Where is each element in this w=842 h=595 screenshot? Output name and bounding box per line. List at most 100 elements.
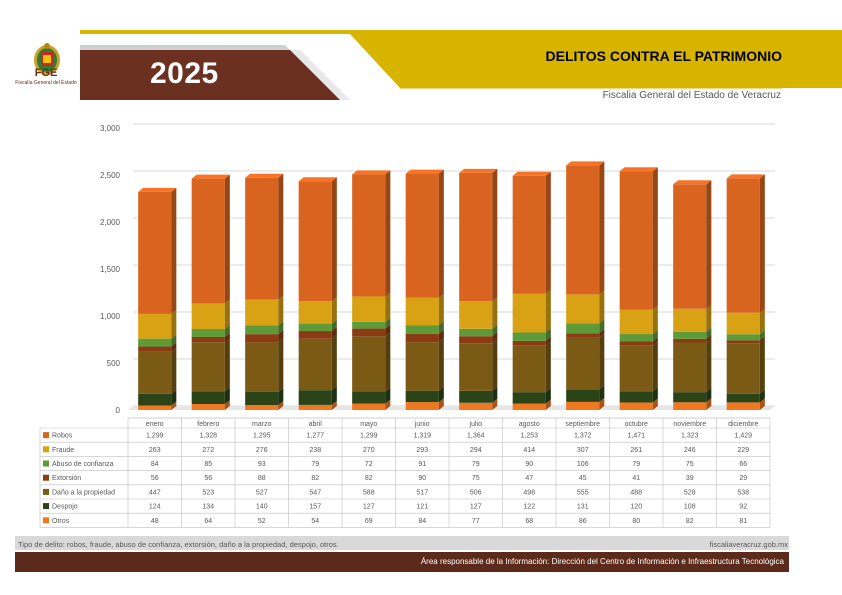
bar-segment <box>191 303 225 329</box>
data-label: 41 <box>632 475 640 482</box>
x-category-label: diciembre <box>728 421 758 428</box>
data-label: 120 <box>630 504 642 511</box>
bar-segment <box>191 342 225 392</box>
data-label: 517 <box>416 489 428 496</box>
data-label: 528 <box>684 489 696 496</box>
bar-side <box>492 398 498 410</box>
data-label: 1,429 <box>734 433 752 440</box>
bar-segment <box>512 340 546 346</box>
data-label: 1,253 <box>520 433 538 440</box>
data-label: 127 <box>363 504 375 511</box>
website-link[interactable]: fiscaliaveracruz.gob.mx <box>709 540 788 549</box>
bar-side <box>331 319 337 332</box>
bar-side <box>706 304 712 332</box>
page-title: DELITOS CONTRA EL PATRIMONIO <box>545 48 782 64</box>
bar-segment <box>726 178 760 313</box>
data-label: 106 <box>577 461 589 468</box>
bar-side <box>278 330 284 343</box>
x-category-label: mayo <box>360 421 377 428</box>
bar-segment <box>673 392 707 403</box>
bar-side <box>224 338 230 392</box>
data-label: 92 <box>739 504 747 511</box>
bar-side <box>759 398 765 410</box>
bar-side <box>385 387 391 404</box>
data-label: 68 <box>525 518 533 525</box>
bar-segment <box>726 334 760 341</box>
bar-side <box>171 389 177 406</box>
legend-swatch <box>43 446 49 453</box>
bar-segment <box>298 404 332 410</box>
logo-subtext: Fiscalía General del Estado <box>15 80 77 86</box>
bar-segment <box>726 340 760 344</box>
data-label: 272 <box>202 447 214 454</box>
legend-label: Daño a la propiedad <box>52 489 115 496</box>
bar-segment <box>298 301 332 324</box>
data-label: 45 <box>579 475 587 482</box>
bar-segment <box>352 403 386 410</box>
data-label: 261 <box>630 447 642 454</box>
data-label: 498 <box>523 489 535 496</box>
bar-segment <box>566 389 600 402</box>
bar-side <box>224 387 230 404</box>
data-label: 270 <box>363 447 375 454</box>
bar-side <box>706 327 712 339</box>
data-label: 127 <box>470 504 482 511</box>
bar-side <box>171 401 177 410</box>
data-label: 80 <box>632 518 640 525</box>
chart-floor <box>128 406 775 410</box>
data-label: 84 <box>151 461 159 468</box>
bar-side <box>171 342 177 352</box>
bar-segment <box>512 293 546 333</box>
bar-side <box>599 385 605 402</box>
bar-top <box>191 174 230 179</box>
data-label: 124 <box>149 504 161 511</box>
header-bands <box>80 30 842 100</box>
bar-segment <box>459 336 493 344</box>
responsible-area: Área responsable de la Información: Dire… <box>420 557 784 566</box>
bar-segment <box>352 321 386 329</box>
bar-side <box>652 398 658 410</box>
bar-segment <box>459 301 493 329</box>
bar-segment <box>619 171 653 310</box>
bar-segment <box>566 401 600 410</box>
bar-segment <box>512 345 546 393</box>
data-label: 39 <box>686 475 694 482</box>
data-label: 82 <box>686 518 694 525</box>
data-label: 52 <box>258 518 266 525</box>
x-category-label: enero <box>146 421 164 428</box>
bar-segment <box>191 178 225 304</box>
bar-side <box>278 295 284 326</box>
data-label: 84 <box>418 518 426 525</box>
bar-segment <box>566 165 600 295</box>
bar-segment <box>298 390 332 405</box>
bar-segment <box>138 191 172 314</box>
bar-side <box>706 180 712 309</box>
data-label: 56 <box>204 475 212 482</box>
data-label: 1,328 <box>199 433 217 440</box>
y-tick-label: 0 <box>116 406 121 415</box>
bar-side <box>385 324 391 337</box>
bar-segment <box>726 402 760 410</box>
x-category-label: octubre <box>625 421 648 428</box>
y-tick-label: 2,000 <box>100 218 121 227</box>
bar-segment <box>512 403 546 410</box>
data-label: 538 <box>737 489 749 496</box>
data-label: 85 <box>204 461 212 468</box>
bar-segment <box>245 342 279 392</box>
y-tick-label: 1,000 <box>100 312 121 321</box>
bar-side <box>706 338 712 393</box>
data-label: 506 <box>470 489 482 496</box>
data-label: 134 <box>202 504 214 511</box>
data-label: 121 <box>416 504 428 511</box>
bar-side <box>545 388 551 404</box>
bar-top <box>405 169 444 174</box>
data-label: 1,295 <box>253 433 271 440</box>
footer-brown-band <box>15 552 789 572</box>
bar-side <box>492 332 498 344</box>
bar-side <box>224 174 230 304</box>
bar-segment <box>619 391 653 403</box>
y-tick-label: 2,500 <box>100 171 121 180</box>
legend-label: Robos <box>52 433 73 440</box>
data-label: 1,364 <box>467 433 485 440</box>
